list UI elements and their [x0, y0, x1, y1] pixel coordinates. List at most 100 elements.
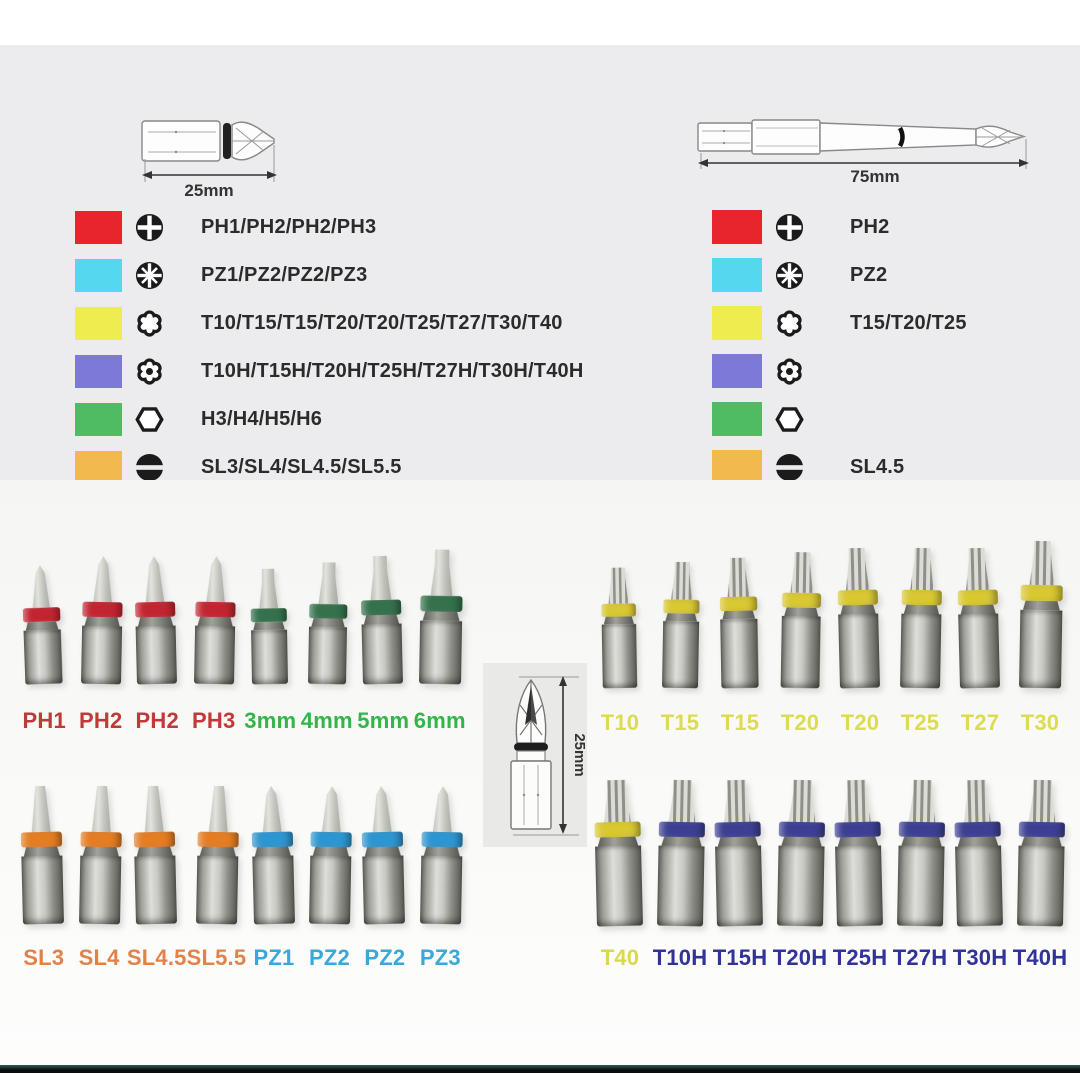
bit-collar [840, 605, 875, 615]
dim-center-label: 25mm [571, 733, 588, 776]
bit-shank [657, 845, 705, 927]
bit-photo [897, 780, 946, 927]
bit-collar [424, 847, 460, 857]
bit-color-band [957, 589, 998, 606]
bit-collar [313, 847, 349, 857]
bit-collar [137, 847, 173, 857]
bit-photo [953, 779, 1003, 927]
bit-collar [26, 621, 59, 631]
bit-photo [1017, 780, 1066, 927]
bit-color-band [362, 831, 404, 848]
bit-label: T10 [600, 710, 640, 735]
bit-collar [598, 837, 639, 847]
bit-color-band [250, 608, 288, 623]
bit-collar [604, 616, 634, 624]
bit-cell: T40 [590, 780, 650, 971]
bit-color-band [782, 592, 822, 608]
color-swatch [712, 450, 762, 484]
bit-color-band [20, 831, 63, 848]
bit-color-band [195, 601, 236, 618]
bit-collar [1021, 837, 1062, 847]
bit-shank [80, 625, 122, 685]
bit-photo [360, 556, 404, 685]
bit-photo [193, 556, 236, 685]
bit-photo [134, 556, 178, 685]
bit-tip [593, 779, 640, 822]
pozidriv-icon [135, 261, 163, 289]
bit-cell: T15 [710, 548, 770, 736]
bit-photo [361, 786, 406, 925]
bit-color-band [837, 589, 878, 606]
bit-label: T15H [712, 945, 768, 970]
legend-row: H3/H4/H5/H6 [75, 395, 583, 443]
bit-cell: T27H [890, 780, 950, 971]
bit-shank [21, 855, 65, 925]
legend-label: SL3/SL4/SL4.5/SL5.5 [201, 455, 402, 478]
bit-color-band [714, 821, 761, 838]
bit-row-torx-security: T40 T10H T15H T20H [590, 780, 1070, 971]
bit-label: PZ1 [253, 945, 295, 970]
bit-cell: SL3 [16, 786, 71, 971]
bit-collar [138, 617, 173, 627]
bit-collar [781, 837, 822, 847]
bit-tip [311, 786, 353, 833]
legend-row: T15/T20/T25 [712, 299, 967, 347]
bit-color-band [308, 603, 348, 619]
bit-photo [713, 779, 763, 927]
bit-photo [418, 549, 463, 685]
bit-label: SL4 [78, 945, 120, 970]
bit-cell: PZ3 [413, 786, 468, 971]
bit-color-band [80, 831, 122, 848]
bit-cell: PZ1 [246, 786, 301, 971]
bit-cell: T27 [950, 548, 1010, 736]
bit-photo [308, 786, 353, 925]
bit-color-band [1018, 821, 1065, 838]
legend-label: PH2 [850, 215, 890, 238]
dim-25mm-label: 25mm [184, 181, 233, 200]
legend-left: PH1/PH2/PH2/PH3 PZ1/PZ2/PZ2/PZ3 T10/T15/… [75, 203, 583, 491]
legend-label: PZ2 [850, 263, 888, 286]
bit-label: PH1 [22, 708, 66, 733]
bit-type-icon-slot [133, 211, 165, 243]
bit-collar [82, 847, 118, 857]
legend-row: PH1/PH2/PH2/PH3 [75, 203, 583, 251]
bit-label: PH3 [192, 708, 236, 733]
bit-type-icon-slot [773, 451, 805, 483]
bit-photo [957, 548, 1000, 689]
bit-photo [250, 569, 289, 685]
bit-color-band [901, 589, 942, 606]
bit-cell: T20H [770, 780, 830, 971]
bit-shank [838, 613, 880, 689]
bit-25mm-drawing: 25mm [141, 120, 277, 200]
bit-collar [200, 847, 236, 857]
spec-panel: 25mm 75mm PH1/PH2/PH2/PH3 [0, 45, 1080, 484]
color-swatch [75, 258, 122, 292]
bit-cell: 4mm [299, 556, 356, 734]
bit-shank [601, 624, 638, 689]
bit-shank [251, 629, 289, 685]
bit-color-band [954, 821, 1001, 838]
bit-label: PZ3 [419, 945, 461, 970]
bit-collar [901, 837, 942, 847]
bit-collar [253, 622, 285, 631]
bit-collar [718, 837, 759, 847]
bit-cell: T20 [830, 548, 890, 736]
bit-color-band [22, 607, 61, 623]
bit-label: T30H [952, 945, 1008, 970]
bit-collar [958, 837, 999, 847]
slotted-icon [773, 453, 805, 481]
center-bit-diagram: 25mm [483, 663, 588, 847]
bit-photo [307, 562, 348, 685]
bit-collar [1023, 601, 1060, 611]
bit-label: T27H [892, 945, 948, 970]
bit-cell: SL4 [71, 786, 126, 971]
bit-tip [422, 786, 464, 833]
bit-shank [897, 845, 945, 927]
phillips-icon [135, 213, 163, 241]
bit-cell: T15 [650, 548, 710, 736]
bit-collar [311, 618, 345, 627]
bit-shank [23, 629, 63, 685]
bit-shank [955, 845, 1003, 927]
bit-cell: T15H [710, 780, 770, 971]
torx-security-icon [776, 358, 802, 384]
